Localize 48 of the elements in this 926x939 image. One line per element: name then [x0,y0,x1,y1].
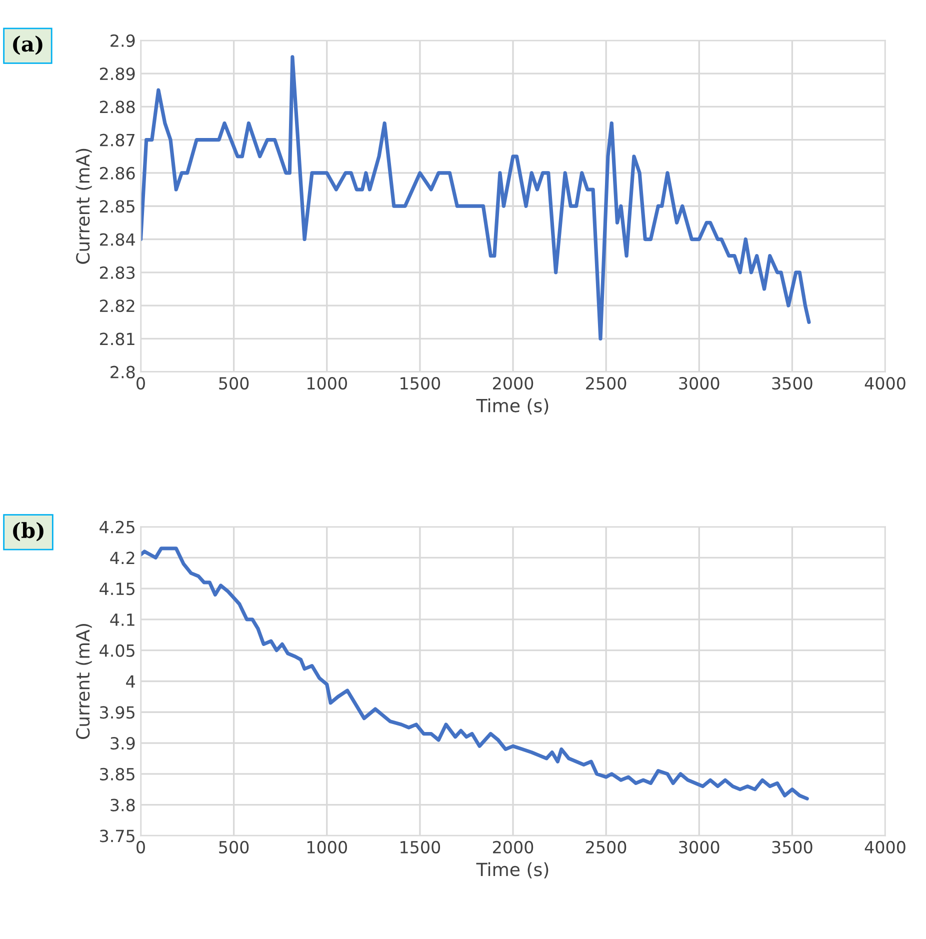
y-tick-label: 2.89 [100,67,135,80]
y-tick-label: 3.8 [110,798,135,812]
y-tick-label: 4.25 [100,520,134,534]
line-series [140,55,811,340]
x-tick-label: 500 [219,840,249,854]
x-tick-label: 1000 [308,377,347,390]
x-tick-label: 3000 [679,377,720,390]
y-tick-label: 2.83 [100,266,135,279]
x-tick-label: 4000 [864,377,906,390]
x-tick-label: 3500 [772,377,812,390]
y-tick-label: 4.15 [100,582,134,596]
text: (a) [13,36,42,55]
x-tick-label: 1500 [400,377,440,390]
y-tick-label: 4.2 [110,552,134,564]
x-tick-label: 2000 [493,840,534,854]
y-tick-label: 2.84 [100,233,135,246]
x-tick-label: 2000 [493,377,534,390]
y-axis-title: Current (mA) [76,624,92,740]
x-tick-label: 3500 [772,840,812,854]
y-tick-label: 2.9 [110,34,135,47]
x-tick-label: 0 [136,840,145,854]
y-tick-label: 4 [126,675,135,688]
y-tick-label: 2.85 [100,200,134,213]
x-tick-label: 2500 [586,840,626,854]
y-tick-label: 4.05 [100,644,134,657]
x-tick-label: 3000 [679,840,720,854]
line-series [140,546,809,800]
y-axis-title: Current (mA) [76,148,92,264]
y-tick-label: 2.88 [100,100,135,114]
x-axis-title: Time (s) [476,862,548,878]
x-tick-label: 1000 [308,840,347,854]
y-tick-label: 3.9 [110,736,135,750]
y-tick-label: 2.81 [100,332,134,346]
x-tick-label: 2500 [586,377,626,390]
x-tick-label: 500 [219,377,249,390]
x-axis-title: Time (s) [476,398,548,414]
y-tick-label: 3.75 [100,830,134,842]
y-tick-label: 4.1 [110,614,134,626]
y-tick-label: 2.87 [100,134,134,146]
x-tick-label: 0 [136,377,145,390]
y-tick-label: 2.82 [100,300,134,312]
y-tick-label: 3.85 [100,768,134,780]
text: (b) [13,522,44,542]
y-tick-label: 3.95 [100,706,134,719]
y-tick-label: 2.8 [110,366,135,378]
x-tick-label: 1500 [400,840,440,854]
x-tick-label: 4000 [864,840,906,854]
y-tick-label: 2.86 [100,166,135,180]
